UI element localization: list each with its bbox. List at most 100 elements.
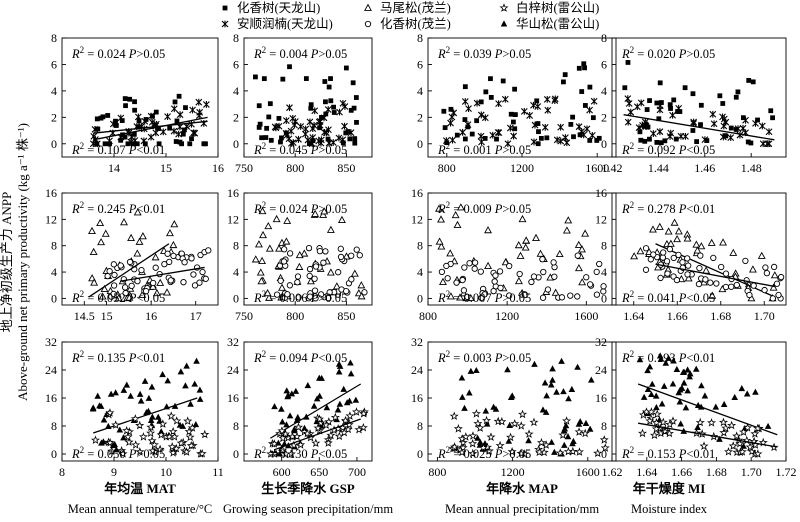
data-point bbox=[539, 294, 547, 301]
data-point bbox=[684, 271, 691, 278]
data-point bbox=[348, 107, 354, 113]
data-point bbox=[311, 287, 319, 294]
data-point bbox=[164, 250, 171, 257]
data-point bbox=[176, 421, 184, 428]
y-tick-label: 0 bbox=[601, 291, 607, 305]
y-tick-label: 16 bbox=[411, 391, 423, 405]
data-point bbox=[189, 136, 194, 142]
y-tick-label: 12 bbox=[45, 212, 57, 226]
data-point bbox=[98, 115, 104, 121]
data-point bbox=[199, 268, 206, 276]
data-point bbox=[578, 245, 586, 253]
data-point bbox=[134, 141, 140, 147]
data-point bbox=[135, 447, 145, 456]
data-point bbox=[755, 117, 760, 123]
data-point bbox=[671, 97, 677, 103]
data-point bbox=[514, 241, 523, 249]
x-tick-label: 11 bbox=[212, 465, 224, 479]
data-point bbox=[167, 277, 174, 284]
x-tick-label: 1600 bbox=[574, 309, 598, 323]
data-point bbox=[684, 366, 691, 373]
data-point bbox=[286, 412, 294, 419]
data-point bbox=[667, 102, 673, 108]
data-point bbox=[168, 448, 178, 457]
data-point bbox=[339, 136, 347, 144]
data-point bbox=[269, 439, 279, 448]
regression-line bbox=[93, 116, 208, 141]
legend-marker bbox=[221, 20, 229, 28]
data-point bbox=[647, 256, 654, 263]
x-tick-label: 1200 bbox=[495, 309, 519, 323]
regression-line bbox=[655, 263, 776, 288]
data-point bbox=[296, 440, 306, 449]
x-tick-label: 1.66 bbox=[671, 465, 692, 479]
data-point bbox=[750, 429, 760, 438]
data-point bbox=[350, 269, 359, 277]
data-point bbox=[320, 207, 329, 215]
data-point bbox=[123, 103, 128, 109]
y-tick-label: 4 bbox=[51, 84, 57, 98]
panel-frame bbox=[611, 37, 787, 158]
data-point bbox=[471, 259, 479, 266]
data-point bbox=[446, 292, 455, 300]
data-point bbox=[707, 279, 714, 286]
data-point bbox=[454, 132, 460, 138]
data-point bbox=[356, 252, 363, 259]
data-point bbox=[159, 370, 166, 378]
regression-line bbox=[637, 422, 778, 448]
data-point bbox=[627, 108, 635, 116]
data-point bbox=[644, 385, 652, 393]
y-tick-label: 32 bbox=[227, 335, 239, 349]
data-point bbox=[718, 417, 728, 427]
data-point bbox=[580, 428, 590, 438]
data-point bbox=[636, 247, 645, 255]
data-point bbox=[708, 291, 717, 299]
data-point bbox=[181, 259, 188, 266]
data-point bbox=[271, 123, 279, 131]
data-point bbox=[474, 118, 480, 124]
data-point bbox=[312, 263, 320, 270]
data-point bbox=[648, 390, 655, 398]
y-tick-label: 2 bbox=[233, 110, 239, 124]
data-point bbox=[259, 135, 265, 141]
data-point bbox=[345, 129, 351, 134]
data-point bbox=[361, 289, 368, 296]
y-tick-label: 8 bbox=[417, 419, 423, 433]
data-point bbox=[121, 284, 129, 291]
y-tick-label: 8 bbox=[51, 419, 57, 433]
x-axis-label-zh: 生长季降水 GSP bbox=[261, 481, 355, 496]
data-point bbox=[637, 129, 643, 135]
data-point bbox=[183, 362, 190, 369]
data-point bbox=[256, 103, 262, 109]
data-point bbox=[181, 127, 187, 133]
x-tick-label: 1.70 bbox=[754, 309, 775, 323]
data-point bbox=[135, 124, 141, 130]
data-point bbox=[695, 417, 705, 427]
data-point bbox=[164, 431, 174, 441]
data-point bbox=[325, 136, 331, 142]
data-point bbox=[280, 258, 288, 265]
data-point bbox=[275, 244, 283, 252]
x-axis-label-en: Growing season precipitation/mm bbox=[223, 502, 393, 516]
scatter-panel: 0 2 4 6 8 800 1200 1600 R2 = 0.039 P>0.05 R2 = 0.… bbox=[417, 31, 617, 175]
data-point bbox=[669, 111, 676, 119]
data-point bbox=[642, 245, 650, 252]
data-point bbox=[124, 437, 134, 447]
data-point bbox=[111, 420, 121, 429]
data-point bbox=[173, 139, 179, 144]
data-point bbox=[658, 400, 666, 407]
data-point bbox=[526, 112, 534, 119]
data-point bbox=[183, 105, 188, 111]
y-tick-label: 8 bbox=[51, 31, 57, 45]
data-point bbox=[625, 60, 631, 65]
data-point bbox=[541, 440, 551, 449]
data-point bbox=[529, 417, 539, 427]
data-point bbox=[707, 238, 716, 246]
x-tick-label: 8 bbox=[59, 465, 65, 479]
y-tick-label: 8 bbox=[233, 31, 239, 45]
data-point bbox=[266, 114, 272, 120]
data-point bbox=[306, 293, 314, 300]
data-point bbox=[698, 102, 704, 108]
data-point bbox=[182, 447, 192, 456]
y-tick-label: 16 bbox=[595, 186, 607, 200]
